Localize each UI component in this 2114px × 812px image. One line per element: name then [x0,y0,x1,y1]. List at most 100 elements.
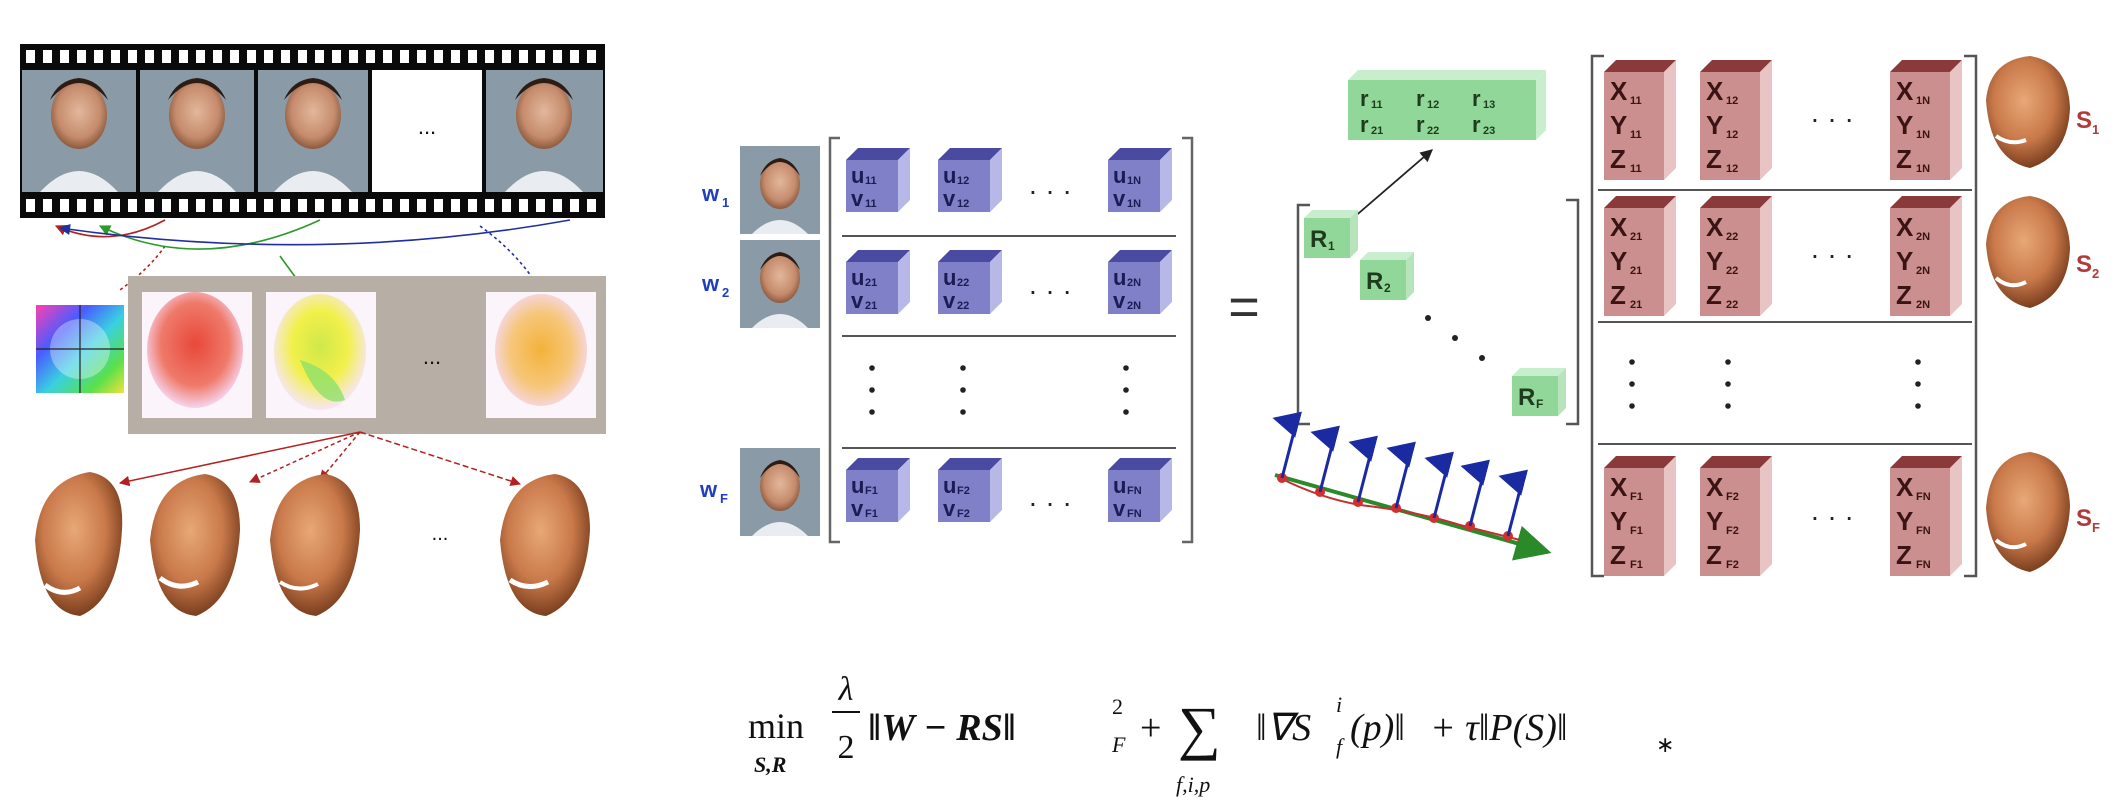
mesh-face-3 [270,474,360,616]
camera-up-vector [1424,451,1455,519]
sprocket-hole [111,50,120,63]
w-cell: u 2Nv 2N [1108,250,1172,314]
w-letter: w [701,181,720,206]
sprocket-hole [400,199,409,212]
sprocket-hole [349,50,358,63]
sprocket-hole [451,50,460,63]
s-cell-sub: 12 [1726,129,1738,141]
r1-to-rotation-arrow [1344,149,1433,226]
s-cell-letter: X [1706,212,1724,242]
sprocket-hole [519,50,528,63]
sprocket-hole [162,50,171,63]
s-cell-letter: Z [1706,280,1722,310]
s-cell-sub: F2 [1726,525,1739,537]
r-block-top [1348,70,1546,80]
w-face-thumb-1 [740,146,820,234]
r-left-bracket [1296,203,1310,426]
s-cell: X 22Y 22Z 22 [1700,196,1772,316]
s-letter: S [2076,107,2092,134]
r-top-entry-sub: 23 [1483,125,1495,137]
s-letter: S [2076,251,2092,278]
r-matrix: r 11 r 12 r 13r 21 r 22 r 23 R 1R 2R F [1272,70,1580,561]
sprocket-hole [383,199,392,212]
s-cell-sub: FN [1916,559,1931,571]
r-diag-sub: 1 [1328,239,1335,253]
s-cell-letter: Y [1706,506,1723,536]
w-cell-u-sub: F2 [957,485,970,497]
s-cell-letter: Y [1706,246,1723,276]
w-cell-u-sub: 12 [957,175,969,187]
s-cell: X 11Y 11Z 11 [1604,60,1676,180]
sprocket-hole [145,199,154,212]
sprocket-hole [77,50,86,63]
w-cell-v: v [1113,496,1126,521]
sprocket-hole [26,199,35,212]
sprocket-hole [145,50,154,63]
eq-sum: ∑ [1178,695,1221,761]
sprocket-hole [162,199,171,212]
sprocket-hole [213,50,222,63]
w-cell-u: u [943,265,956,290]
w-hdots: · · · [1028,487,1072,518]
film-frame-1 [22,70,136,192]
w-cell: u F1v F1 [846,458,910,522]
s-cell-sub: F1 [1630,525,1643,537]
eq-term1-sup: 2 [1112,694,1123,719]
r-block-front [1348,80,1536,140]
film-sprockets [26,50,596,212]
s-cell-sub: 22 [1726,265,1738,277]
s-cell-sub: 11 [1630,163,1642,175]
s-cell-sub: F2 [1726,559,1739,571]
r-diag-letter: R [1366,268,1383,295]
flow-field-1 [147,292,243,408]
s-letter: S [2076,505,2092,532]
sprocket-hole [366,199,375,212]
r-top-entry: r [1360,112,1369,137]
sprocket-hole [485,199,494,212]
sprocket-hole [298,199,307,212]
w-cell-u-sub: F1 [865,485,878,497]
w-face-thumb-f [740,448,820,536]
sprocket-hole [179,199,188,212]
s-cell: X 21Y 21Z 21 [1604,196,1676,316]
sprocket-hole [383,50,392,63]
r-diag-letter: R [1310,226,1327,253]
r-top-entry: r [1472,86,1481,111]
s-cell-sub: 12 [1726,163,1738,175]
sprocket-hole [519,199,528,212]
w-sub: F [720,491,728,506]
w-cell-u: u [943,163,956,188]
w-letter: w [699,477,718,502]
camera-up-vector [1498,469,1529,537]
s-cell-letter: Y [1896,110,1913,140]
s-cell-sub: 11 [1630,95,1642,107]
w-cell-v: v [1113,186,1126,211]
r-top-entry-sub: 22 [1427,125,1439,137]
s-cell-sub: 1N [1916,163,1930,175]
sprocket-hole [587,50,596,63]
flow-mesh-arrows [118,431,521,487]
s-label-f: S F [2076,505,2100,535]
sprocket-hole [434,199,443,212]
w-cell-u: u [1113,473,1126,498]
s-vdots [1629,359,1921,409]
w-row-2-label: w 2 [701,271,729,300]
w-cell-v-sub: 12 [957,198,969,210]
sprocket-hole [94,199,103,212]
r-diag-sub: 2 [1384,281,1391,295]
sprocket-hole [502,50,511,63]
s-cell-sub: 11 [1630,129,1642,141]
w-cell: u 22v 22 [938,250,1002,314]
camera-up-vector [1386,441,1417,509]
r-top-entry: r [1360,86,1369,111]
sprocket-hole [468,50,477,63]
w-cell-u-sub: 22 [957,277,969,289]
w-cell-v-sub: 22 [957,300,969,312]
r-right-bracket [1566,198,1580,426]
sprocket-hole [366,50,375,63]
sprocket-hole [77,199,86,212]
sprocket-hole [553,50,562,63]
s-face-1 [1986,56,2070,168]
